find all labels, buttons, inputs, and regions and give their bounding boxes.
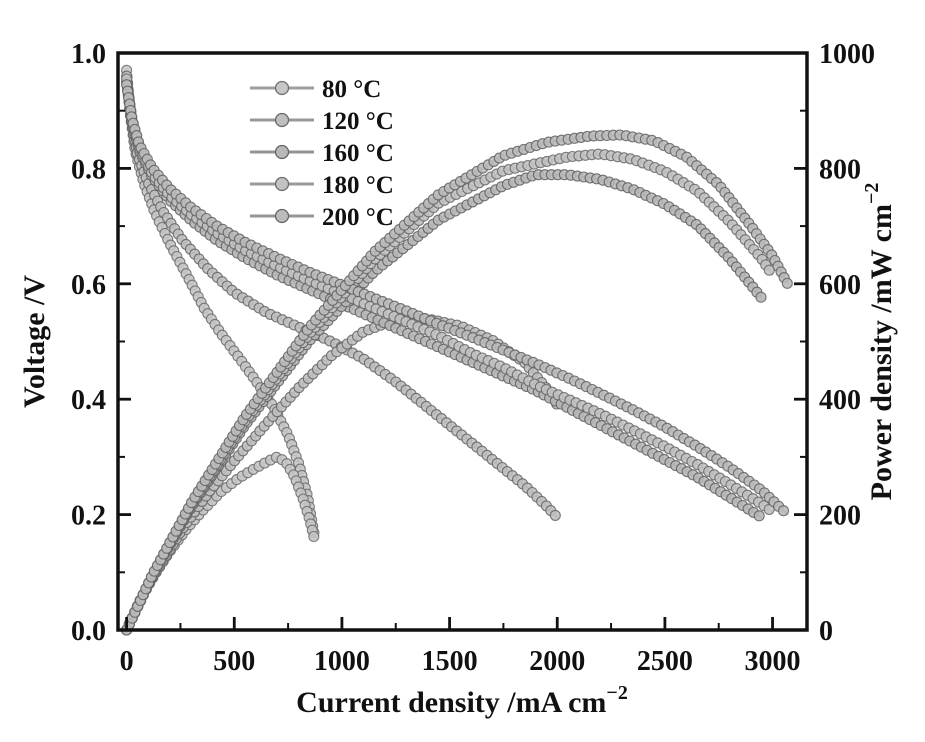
legend-label: 80 °C: [322, 76, 381, 103]
data-marker: [549, 509, 561, 521]
right-y-tick-label: 0: [819, 616, 833, 647]
data-marker: [753, 510, 765, 522]
data-marker: [755, 291, 767, 303]
x-tick-label: 2000: [529, 646, 585, 677]
legend-item: 200 °C: [250, 204, 394, 231]
legend-label: 180 °C: [322, 172, 394, 199]
legend-marker-icon: [274, 176, 290, 192]
data-marker: [308, 530, 320, 543]
right-axis-label-text: Power density /mW cm−2: [861, 183, 898, 501]
x-axis-label-text: Current density /mA cm−2: [296, 682, 628, 719]
left-axis-label: Voltage /V: [18, 275, 51, 408]
legend-marker-icon: [274, 208, 290, 224]
ticks-layer: [118, 51, 807, 632]
right-y-tick-label: 600: [819, 270, 861, 301]
x-tick-label: 3000: [745, 646, 801, 677]
left-y-tick-label: 0.2: [71, 501, 106, 532]
legend-item: 80 °C: [250, 76, 381, 103]
x-tick-label: 1500: [422, 646, 478, 677]
x-tick-label: 1000: [314, 646, 370, 677]
right-axis-label: Power density /mW cm−2: [861, 183, 898, 501]
right-y-tick-label: 200: [819, 501, 861, 532]
right-y-tick-label: 400: [819, 385, 861, 416]
x-tick-label: 0: [120, 646, 134, 677]
series-200C-power: [121, 129, 793, 636]
curves-layer: [121, 64, 793, 636]
legend-item: 180 °C: [250, 172, 394, 199]
left-y-tick-label: 0.4: [71, 385, 106, 416]
legend-label: 160 °C: [322, 140, 394, 167]
legend-label: 200 °C: [322, 204, 394, 231]
legend-label: 120 °C: [322, 108, 394, 135]
left-y-tick-label: 0.8: [71, 154, 106, 185]
legend-item: 120 °C: [250, 108, 394, 135]
legend-marker-icon: [274, 144, 290, 160]
legend-item: 160 °C: [250, 140, 394, 167]
data-marker: [777, 505, 790, 517]
left-y-tick-label: 0.6: [71, 270, 106, 301]
data-marker: [781, 277, 793, 289]
left-y-tick-label: 1.0: [71, 39, 106, 70]
legend-marker-icon: [274, 112, 290, 128]
legend-marker-icon: [274, 80, 290, 96]
left-y-tick-label: 0.0: [71, 616, 106, 647]
right-y-tick-label: 1000: [819, 39, 875, 70]
right-y-tick-label: 800: [819, 154, 861, 185]
x-tick-label: 2500: [637, 646, 693, 677]
legend: 80 °C 120 °C 160 °C 180 °C 200 °C: [250, 76, 394, 231]
x-tick-label: 500: [213, 646, 255, 677]
tick-labels-layer: 0 500 1000 1500 2000 2500 30000.00.20.40.60.81…: [71, 39, 875, 677]
series-200C-voltage: [121, 79, 790, 517]
x-axis-label: Current density /mA cm−2: [296, 682, 628, 719]
